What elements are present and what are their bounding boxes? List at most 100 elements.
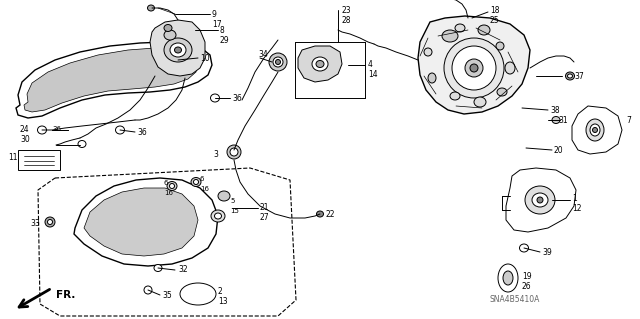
Polygon shape [84, 188, 198, 256]
Ellipse shape [444, 38, 504, 98]
Ellipse shape [566, 72, 575, 80]
Text: 10: 10 [200, 54, 210, 63]
Ellipse shape [180, 283, 216, 305]
Text: 36: 36 [232, 94, 242, 103]
Ellipse shape [275, 60, 280, 64]
Polygon shape [16, 42, 212, 118]
Ellipse shape [316, 61, 324, 68]
Text: 9: 9 [212, 10, 217, 19]
Ellipse shape [45, 217, 55, 227]
Ellipse shape [442, 30, 458, 42]
Ellipse shape [424, 48, 432, 56]
Text: 22: 22 [325, 210, 335, 219]
Ellipse shape [191, 177, 201, 187]
Ellipse shape [593, 128, 598, 132]
Ellipse shape [193, 180, 198, 184]
Text: 30: 30 [20, 135, 29, 144]
Ellipse shape [170, 43, 186, 57]
Ellipse shape [525, 186, 555, 214]
Ellipse shape [590, 124, 600, 136]
Text: 28: 28 [342, 16, 351, 25]
Text: 24: 24 [20, 125, 29, 134]
Ellipse shape [147, 5, 154, 11]
Text: 11: 11 [8, 153, 17, 162]
Ellipse shape [227, 145, 241, 159]
Ellipse shape [273, 57, 283, 67]
Text: 36: 36 [52, 126, 61, 132]
Text: 3: 3 [213, 150, 218, 159]
Ellipse shape [211, 210, 225, 222]
Ellipse shape [218, 191, 230, 201]
Text: 15: 15 [230, 208, 239, 214]
Text: 14: 14 [368, 70, 378, 79]
Text: 8: 8 [220, 26, 225, 35]
Text: 37: 37 [574, 72, 584, 81]
Ellipse shape [505, 62, 515, 74]
Polygon shape [150, 20, 205, 76]
Polygon shape [38, 168, 296, 316]
Ellipse shape [478, 25, 490, 35]
Ellipse shape [465, 59, 483, 77]
Text: 13: 13 [218, 297, 228, 306]
Ellipse shape [455, 24, 465, 32]
Ellipse shape [269, 53, 287, 71]
Ellipse shape [428, 73, 436, 83]
Text: 16: 16 [200, 186, 209, 192]
Text: 32: 32 [178, 265, 188, 274]
Ellipse shape [170, 183, 175, 189]
Text: 18: 18 [490, 6, 499, 15]
Text: 2: 2 [218, 287, 223, 296]
Ellipse shape [38, 126, 47, 134]
Ellipse shape [503, 271, 513, 285]
Ellipse shape [474, 97, 486, 107]
Polygon shape [18, 150, 60, 170]
Text: 26: 26 [522, 282, 532, 291]
Ellipse shape [78, 140, 86, 147]
Text: 16: 16 [164, 190, 173, 196]
Text: 33: 33 [30, 219, 40, 228]
Polygon shape [24, 48, 197, 112]
Text: 23: 23 [342, 6, 351, 15]
Text: 25: 25 [490, 16, 500, 25]
Text: 4: 4 [368, 60, 373, 69]
Ellipse shape [312, 57, 328, 71]
Ellipse shape [230, 148, 238, 156]
Ellipse shape [211, 94, 220, 102]
Text: 29: 29 [220, 36, 230, 45]
Polygon shape [572, 106, 622, 154]
Ellipse shape [498, 264, 518, 292]
Ellipse shape [537, 197, 543, 203]
Ellipse shape [154, 264, 162, 271]
Polygon shape [74, 178, 218, 266]
Ellipse shape [568, 74, 573, 78]
Text: 17: 17 [212, 20, 221, 29]
Text: 19: 19 [522, 272, 532, 281]
Ellipse shape [520, 244, 529, 252]
Ellipse shape [470, 64, 478, 72]
Text: 1: 1 [572, 194, 577, 203]
Text: 34: 34 [258, 50, 268, 59]
Ellipse shape [47, 219, 52, 225]
Ellipse shape [450, 92, 460, 100]
Text: 36: 36 [137, 128, 147, 137]
Text: 38: 38 [550, 106, 559, 115]
Ellipse shape [532, 193, 548, 207]
Ellipse shape [497, 88, 507, 96]
Text: 7: 7 [626, 116, 631, 125]
Ellipse shape [164, 30, 176, 40]
Text: 6: 6 [164, 180, 168, 186]
Ellipse shape [115, 126, 125, 134]
Ellipse shape [144, 286, 152, 294]
Polygon shape [418, 16, 530, 114]
Polygon shape [506, 168, 576, 232]
Ellipse shape [164, 25, 172, 32]
Text: 27: 27 [260, 213, 269, 222]
Text: 12: 12 [572, 204, 582, 213]
Text: 20: 20 [554, 146, 564, 155]
Ellipse shape [175, 47, 182, 53]
Text: 5: 5 [230, 198, 234, 204]
Ellipse shape [452, 46, 496, 90]
Text: 35: 35 [162, 291, 172, 300]
Text: 6: 6 [200, 176, 205, 182]
Text: 31: 31 [558, 116, 568, 125]
